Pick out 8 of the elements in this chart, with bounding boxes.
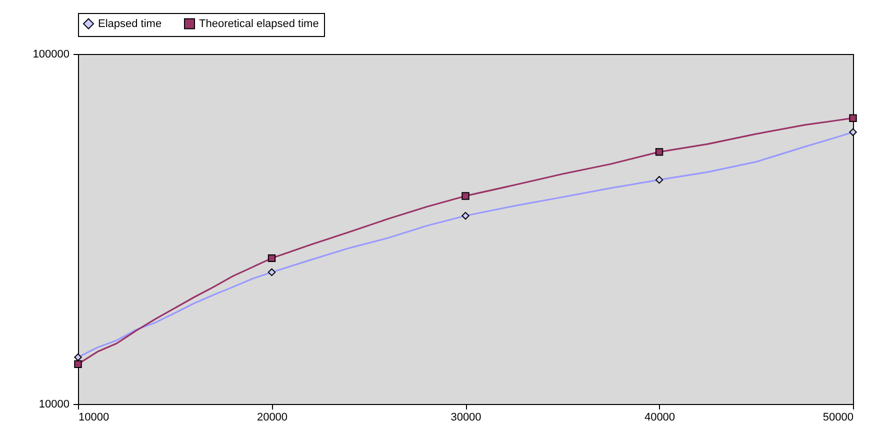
y-tick-label: 100000 [32,48,70,60]
x-tick-label: 50000 [822,412,854,424]
x-tick-label: 20000 [256,412,288,424]
x-tick-label: 10000 [78,412,110,424]
x-tick-label: 30000 [450,412,482,424]
legend-label: Elapsed time [98,18,162,30]
x-tick-label: 40000 [644,412,676,424]
legend-label: Theoretical elapsed time [199,18,319,30]
